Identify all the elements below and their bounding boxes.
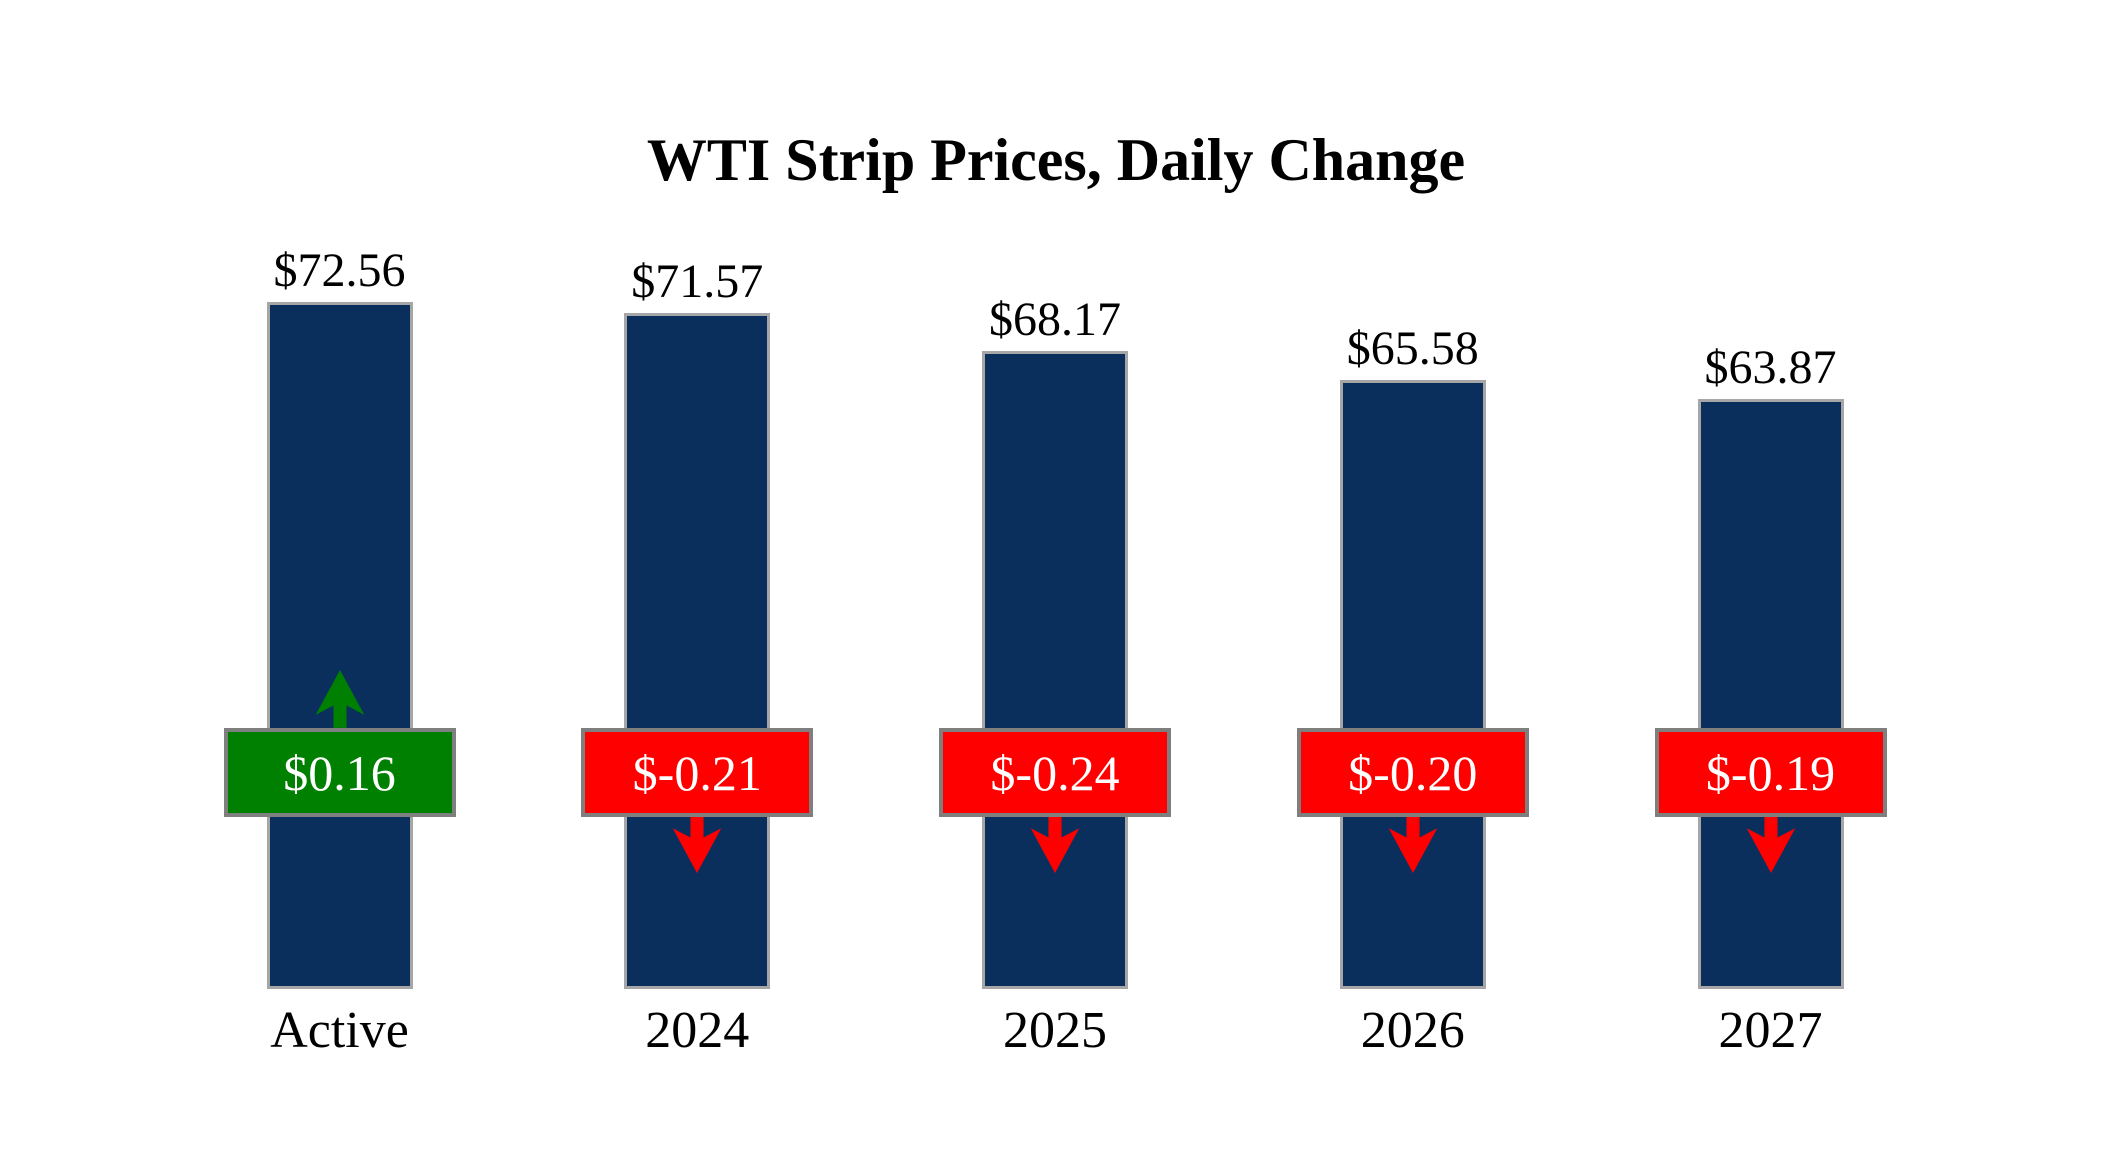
category-label: 2026 xyxy=(1360,1002,1465,1059)
change-box: $-0.21 xyxy=(581,728,814,817)
category-label: 2025 xyxy=(1003,1002,1107,1059)
change-box: $-0.24 xyxy=(939,728,1171,817)
bar xyxy=(266,302,413,989)
bar xyxy=(624,313,771,989)
bar-group-active: $72.56 $0.16 Active xyxy=(220,0,460,1152)
down-arrow-icon xyxy=(1746,815,1795,873)
price-label: $68.17 xyxy=(989,293,1121,346)
category-label: 2027 xyxy=(1718,1002,1823,1059)
change-label: $-0.21 xyxy=(632,744,762,801)
change-box: $-0.20 xyxy=(1296,728,1529,817)
change-box: $0.16 xyxy=(223,728,456,817)
bar-group-2027: $63.87 $-0.19 2027 xyxy=(1651,0,1891,1152)
price-label: $63.87 xyxy=(1704,341,1837,394)
change-label: $-0.19 xyxy=(1705,744,1836,801)
change-label: $-0.20 xyxy=(1348,744,1478,801)
category-label: Active xyxy=(270,1002,409,1059)
bar-group-2025: $68.17 $-0.24 2025 xyxy=(935,0,1175,1152)
change-label: $0.16 xyxy=(283,744,396,801)
price-label: $71.57 xyxy=(631,255,764,308)
chart-title: WTI Strip Prices, Daily Change xyxy=(646,127,1466,193)
up-arrow-icon xyxy=(315,670,364,728)
down-arrow-icon xyxy=(1388,815,1438,873)
down-arrow-icon xyxy=(1030,815,1080,873)
price-label: $72.56 xyxy=(273,244,406,297)
category-label: 2024 xyxy=(645,1002,750,1059)
change-box: $-0.19 xyxy=(1654,728,1887,817)
down-arrow-icon xyxy=(672,815,722,873)
bar xyxy=(1339,380,1486,989)
bar-group-2024: $71.57 $-0.21 2024 xyxy=(577,0,817,1152)
bar xyxy=(982,351,1128,989)
bar-group-2026: $65.58 $-0.20 2026 xyxy=(1293,0,1533,1152)
change-label: $-0.24 xyxy=(990,744,1120,801)
bar xyxy=(1697,399,1844,989)
price-label: $65.58 xyxy=(1346,322,1479,375)
